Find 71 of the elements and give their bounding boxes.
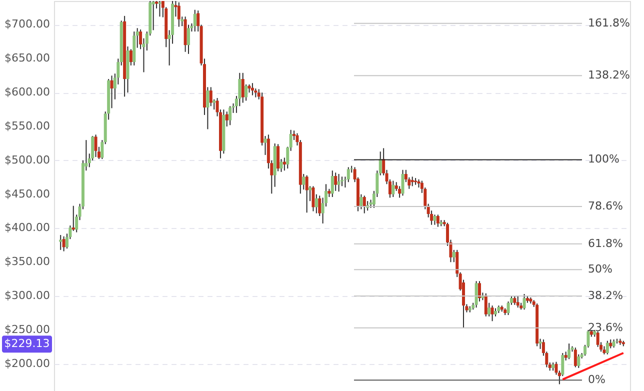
annotation: 78.6% (588, 200, 623, 213)
candlestick (410, 176, 414, 187)
candlestick (452, 249, 456, 263)
candlestick (474, 280, 478, 308)
annotation: 0% (588, 373, 606, 386)
candlestick (362, 195, 366, 214)
annotation: 100% (588, 152, 620, 166)
candlestick (436, 214, 440, 228)
candlestick (110, 75, 114, 109)
candlestick (568, 343, 571, 360)
candlestick (177, 2, 180, 28)
candlestick (516, 296, 520, 308)
candlestick (59, 234, 62, 250)
candlestick (522, 294, 526, 310)
candlestick (488, 302, 491, 317)
annotation: 50% (588, 262, 612, 276)
y-tick-label: $300.00 (4, 289, 50, 302)
candlestick (129, 48, 132, 66)
annotation: 138.2% (588, 68, 630, 82)
candlestick (490, 305, 494, 322)
y-tick-label: $650.00 (4, 52, 50, 65)
candlestick (72, 205, 75, 232)
candlestick (305, 174, 308, 214)
candlestick (484, 292, 488, 317)
candlestick (228, 106, 232, 126)
candlestick (506, 300, 510, 316)
annotation: 61.8% (588, 236, 623, 250)
candlestick (312, 186, 315, 212)
candlestick (241, 72, 244, 104)
candlestick (302, 173, 306, 190)
candlestick (392, 180, 395, 198)
y-tick-label: $450.00 (4, 187, 50, 200)
y-tick-label: $700.00 (4, 18, 50, 31)
annotation: 23.6% (588, 320, 623, 334)
candlestick (433, 214, 436, 226)
candlestick (244, 84, 248, 102)
y-tick-label: $200.00 (4, 356, 50, 370)
candlestick (401, 169, 404, 196)
candlestick (360, 194, 363, 210)
candlestick (276, 144, 280, 172)
candlestick (606, 340, 609, 355)
candlestick (478, 280, 482, 302)
candlestick (337, 173, 340, 192)
candlestick (330, 170, 334, 198)
candlestick (282, 157, 286, 172)
candlestick (264, 135, 267, 156)
candlestick (250, 82, 254, 96)
y-tick-label: $600.00 (4, 86, 50, 99)
candlestick (308, 186, 312, 202)
annotation: 38.2% (588, 289, 623, 302)
candlestick (209, 86, 212, 107)
y-tick-label: $400.00 (4, 221, 50, 234)
candlestick (212, 98, 216, 110)
candlestick (596, 330, 600, 348)
candlestick (280, 158, 283, 172)
candlestick (94, 134, 98, 158)
y-tick-label: $550.00 (4, 119, 50, 132)
candlestick (193, 9, 196, 32)
candlestick (398, 186, 402, 198)
candlestick (574, 347, 577, 368)
candlestick (314, 194, 318, 214)
y-tick-label: $500.00 (4, 153, 50, 166)
y-tick-label: $350.00 (4, 255, 50, 268)
candlestick (62, 236, 66, 252)
candlestick (206, 86, 210, 130)
annotation: 161.8% (588, 16, 630, 30)
y-tick-label: $250.00 (4, 322, 50, 336)
text: $229.13 (4, 337, 50, 350)
candlestick (577, 354, 580, 368)
candlestick (187, 24, 190, 54)
candlestick (334, 172, 338, 192)
